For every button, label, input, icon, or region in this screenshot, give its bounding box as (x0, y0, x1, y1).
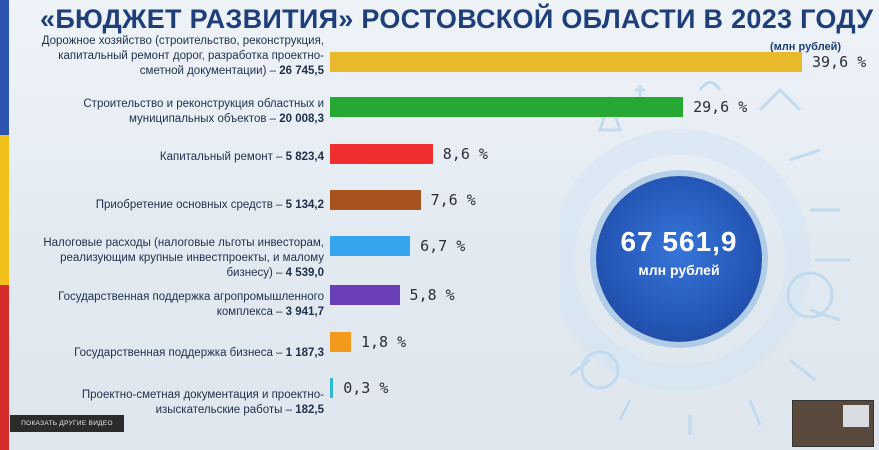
edge-stripe-yellow (0, 135, 9, 285)
bar (330, 332, 351, 352)
category-amount: 182,5 (295, 404, 324, 416)
logo-icon (843, 405, 869, 427)
bar (330, 285, 400, 305)
category-text: Дорожное хозяйство (строительство, рекон… (41, 35, 324, 77)
percent-label: 39,6 % (812, 53, 867, 71)
category-amount: 5 823,4 (285, 151, 324, 163)
category-amount: 1 187,3 (285, 347, 324, 359)
category-label: Государственная поддержка бизнеса – 1 18… (24, 346, 324, 361)
category-amount: 3 941,7 (285, 306, 324, 318)
category-label: Налоговые расходы (налоговые льготы инве… (24, 236, 324, 281)
bar (330, 52, 802, 72)
edge-stripe-blue (0, 0, 9, 135)
percent-label: 29,6 % (693, 98, 748, 116)
bar (330, 236, 411, 256)
edge-stripe-red (0, 285, 9, 450)
percent-label: 6,7 % (420, 237, 466, 255)
category-amount: 20 008,3 (279, 113, 324, 125)
chart-title: «БЮДЖЕТ РАЗВИТИЯ» РОСТОВСКОЙ ОБЛАСТИ В 2… (40, 4, 874, 34)
category-text: Проектно-сметная документация и проектно… (81, 389, 324, 416)
percent-label: 8,6 % (442, 145, 488, 163)
category-label: Капитальный ремонт – 5 823,4 (24, 150, 324, 165)
category-label: Приобретение основных средств – 5 134,2 (24, 198, 324, 213)
total-value: 67 561,9 (620, 226, 738, 257)
bar (330, 97, 684, 117)
category-amount: 4 539,0 (285, 267, 324, 279)
bar (330, 144, 433, 164)
percent-label: 1,8 % (360, 333, 407, 351)
category-label: Проектно-сметная документация и проектно… (24, 388, 324, 418)
more-videos-button[interactable]: ПОКАЗАТЬ ДРУГИЕ ВИДЕО (10, 415, 124, 432)
category-text: Государственная поддержка бизнеса – (74, 347, 286, 359)
category-label: Государственная поддержка агропромышленн… (24, 290, 324, 320)
total-circle (596, 176, 762, 342)
percent-label: 5,8 % (409, 286, 455, 304)
category-text: Налоговые расходы (налоговые льготы инве… (43, 237, 324, 279)
bar (330, 378, 334, 398)
video-thumbnail[interactable] (792, 400, 874, 447)
category-amount: 26 745,5 (279, 65, 324, 77)
category-amount: 5 134,2 (285, 199, 324, 211)
category-text: Государственная поддержка агропромышленн… (58, 291, 324, 318)
category-label: Дорожное хозяйство (строительство, рекон… (24, 34, 324, 79)
total-unit: млн рублей (638, 262, 720, 278)
category-text: Приобретение основных средств – (95, 199, 286, 211)
unit-label: (млн рублей) (770, 41, 842, 53)
percent-label: 0,3 % (343, 379, 389, 397)
percent-label: 7,6 % (430, 191, 476, 209)
category-text: Капитальный ремонт – (159, 151, 286, 163)
category-text: Строительство и реконструкция областных … (83, 98, 324, 125)
bar (330, 190, 421, 210)
category-label: Строительство и реконструкция областных … (24, 97, 324, 127)
